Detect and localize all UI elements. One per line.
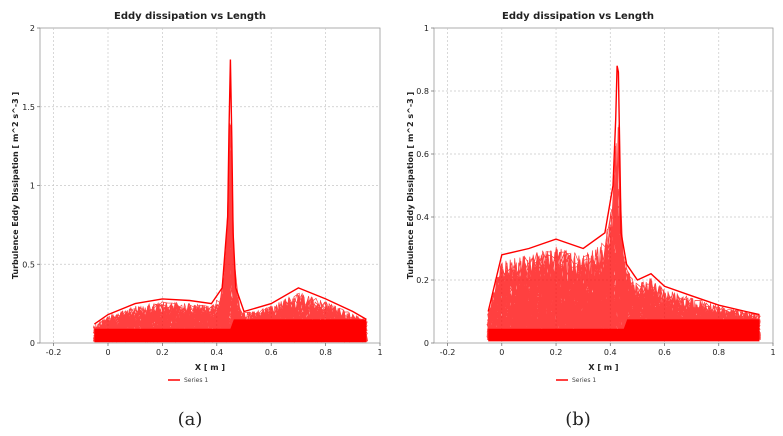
y-axis-title: Turbulence Eddy Dissipation [ m^2 s^-3 ] (406, 92, 415, 279)
x-tick-label: -0.2 (440, 348, 456, 357)
y-tick-label: 1 (30, 182, 35, 191)
x-tick-label: 1 (377, 348, 382, 357)
chart-title: Eddy dissipation vs Length (502, 11, 654, 22)
series-base-band (94, 319, 367, 343)
x-tick-label: 0.4 (210, 348, 223, 357)
chart-a: Eddy dissipation vs Length -0.2 0 0.2 0.4 0.6… (11, 11, 383, 430)
chart-b: Eddy dissipation vs Length -0.2 0 0.2 0.4 0.6… (406, 11, 776, 430)
y-tick-label: 0.4 (416, 213, 429, 222)
y-tick-label: 0 (424, 339, 429, 348)
x-axis-title: X [ m ] (195, 363, 225, 372)
panel-caption: (a) (178, 409, 203, 430)
x-axis-title: X [ m ] (588, 363, 618, 372)
series-line (93, 59, 367, 325)
panel-caption: (b) (565, 409, 591, 430)
y-tick-label: 0.5 (22, 260, 35, 269)
x-tick-label: 0 (499, 348, 504, 357)
x-tick-label: 0 (105, 348, 110, 357)
y-axis-title: Turbulence Eddy Dissipation [ m^2 s^-3 ] (11, 92, 20, 279)
series-group (486, 65, 762, 342)
y-tick-label: 2 (30, 24, 35, 33)
x-tick-label: 0.8 (319, 348, 332, 357)
legend-label: Series 1 (184, 377, 208, 384)
y-tick-label: 1 (424, 24, 429, 33)
x-tick-label: 0.2 (156, 348, 169, 357)
y-tick-label: 0.2 (416, 276, 429, 285)
y-tick-label: 0 (30, 339, 35, 348)
x-tick-label: 0.8 (712, 348, 725, 357)
x-tick-label: 0.2 (550, 348, 563, 357)
x-tick-label: 0.4 (604, 348, 617, 357)
x-tick-label: -0.2 (46, 348, 62, 357)
x-tick-label: 0.6 (658, 348, 671, 357)
x-tick-label: 0.6 (265, 348, 278, 357)
y-tick-label: 0.8 (416, 87, 429, 96)
series-group (92, 59, 369, 343)
y-tick-label: 1.5 (22, 103, 35, 112)
x-tick-label: 1 (770, 348, 775, 357)
series-line (487, 65, 760, 316)
legend-label: Series 1 (572, 377, 596, 384)
y-tick-label: 0.6 (416, 150, 429, 159)
chart-title: Eddy dissipation vs Length (114, 11, 266, 22)
series-base-band (488, 319, 760, 342)
